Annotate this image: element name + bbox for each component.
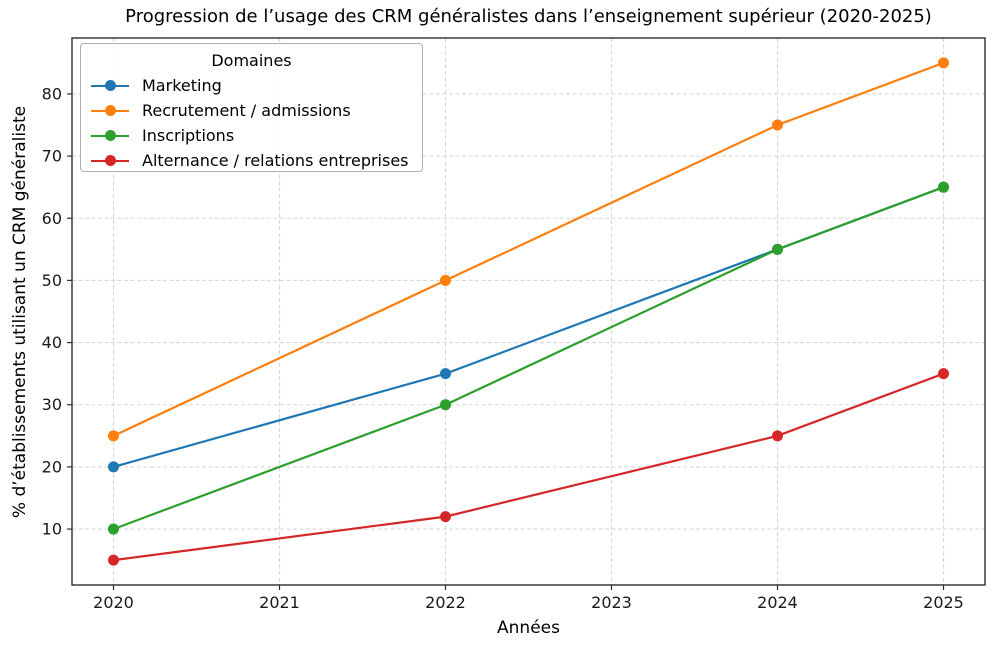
y-tick-label: 50 [42, 271, 62, 290]
legend: Domaines Marketing Recrutement / admissi… [80, 43, 423, 172]
legend-item-marketing: Marketing [81, 73, 422, 98]
data-point-marker [440, 399, 451, 411]
legend-dot-icon [104, 80, 116, 91]
legend-marker-marketing [91, 79, 129, 92]
y-tick-label: 60 [42, 209, 62, 228]
legend-title: Domaines [211, 51, 292, 70]
plot-border [71, 37, 986, 586]
x-tick-label: 2023 [591, 593, 632, 612]
series-line [112, 186, 945, 531]
legend-item-recrutement: Recrutement / admissions [81, 98, 422, 123]
legend-dot-icon [104, 105, 116, 116]
legend-item-label: Inscriptions [142, 126, 235, 145]
legend-item-label: Marketing [142, 76, 222, 95]
x-tick-label: 2025 [923, 593, 964, 612]
y-tick-label: 40 [42, 333, 62, 352]
legend-marker-inscriptions [91, 129, 129, 142]
y-tick-label: 80 [42, 84, 62, 103]
y-tick-label: 10 [42, 520, 62, 539]
y-axis-label: % d’établissements utilisant un CRM géné… [10, 105, 30, 519]
y-tick-label: 20 [42, 457, 62, 476]
data-point-marker [108, 523, 119, 535]
data-point-marker [108, 430, 119, 442]
series-line [112, 61, 945, 437]
legend-item-label: Alternance / relations entreprises [142, 151, 409, 170]
data-point-marker [108, 554, 119, 566]
legend-item-alternance: Alternance / relations entreprises [81, 148, 422, 173]
data-point-marker [440, 368, 451, 380]
chart-title: Progression de l’usage des CRM généralis… [125, 6, 932, 27]
legend-marker-recrutement [91, 104, 129, 117]
y-tick-label: 30 [42, 395, 62, 414]
data-point-marker [938, 57, 949, 69]
legend-marker-alternance [91, 154, 129, 167]
series-line [112, 186, 945, 468]
data-point-marker [938, 368, 949, 380]
data-point-marker [938, 181, 949, 193]
legend-dot-icon [104, 155, 116, 166]
data-point-marker [440, 274, 451, 286]
x-tick-label: 2022 [425, 593, 466, 612]
legend-dot-icon [104, 130, 116, 141]
x-tick-label: 2024 [757, 593, 798, 612]
data-point-marker [772, 430, 783, 442]
data-point-marker [772, 243, 783, 255]
y-tick-label: 70 [42, 147, 62, 166]
x-tick-label: 2021 [259, 593, 300, 612]
data-point-marker [772, 119, 783, 131]
legend-item-inscriptions: Inscriptions [81, 123, 422, 148]
data-point-marker [108, 461, 119, 473]
data-point-marker [440, 511, 451, 523]
series-line [112, 372, 945, 562]
legend-item-label: Recrutement / admissions [142, 101, 351, 120]
x-axis-label: Années [497, 618, 560, 638]
x-tick-label: 2020 [93, 593, 134, 612]
